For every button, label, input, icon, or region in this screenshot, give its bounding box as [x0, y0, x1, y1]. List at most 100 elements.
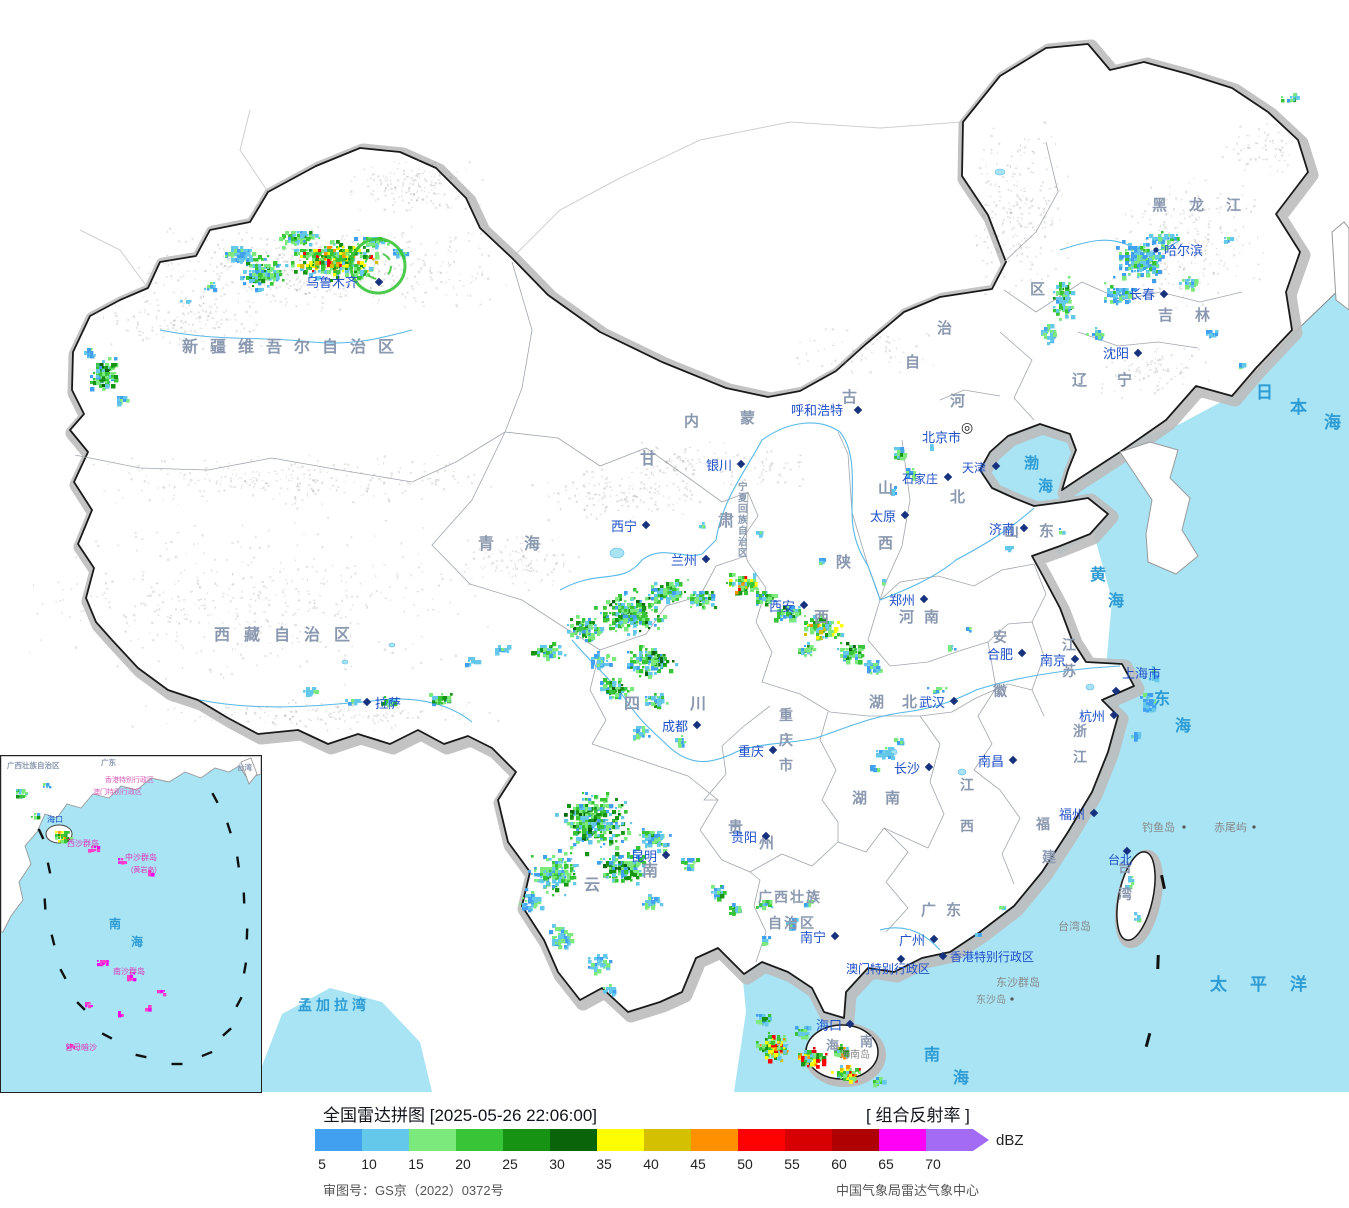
inset-echo-layer [16, 783, 167, 1050]
city-marker [701, 554, 711, 564]
foreign-borders [79, 109, 963, 289]
city-marker [641, 520, 651, 530]
city-label: 贵阳 [731, 830, 757, 845]
map-label: 浙 [1073, 723, 1087, 739]
legend-color-segment [550, 1129, 597, 1151]
map-label: 广西壮族 [758, 889, 822, 905]
legend-tick: 30 [549, 1156, 565, 1172]
unit-label: dBZ [996, 1132, 1024, 1149]
city-label: 拉萨 [375, 696, 401, 711]
map-label: 台 [1118, 859, 1132, 875]
city-label: 乌鲁木齐 [306, 275, 358, 290]
inset-label: 广西壮族自治区 [7, 760, 60, 770]
map-label: 南 [860, 1034, 873, 1049]
map-label: 河南 [899, 608, 949, 626]
boundary-dash-lines [1010, 825, 1256, 1048]
map-label: 四川 [624, 696, 756, 713]
city-label: 福州 [1059, 807, 1085, 822]
city-label: 台北 [1108, 852, 1132, 867]
city-label: 西宁 [611, 519, 637, 534]
city-label: 长春 [1129, 287, 1155, 302]
legend-tick: 10 [361, 1156, 377, 1172]
map-label: 西藏自治区 [214, 625, 364, 644]
island-dot [1182, 825, 1186, 829]
city-marker [943, 472, 953, 482]
city-marker [1089, 808, 1099, 818]
map-label: 海 [1175, 716, 1191, 735]
map-label: 安 [993, 629, 1007, 645]
map-label: 市 [779, 757, 793, 773]
map-label: 西 [878, 535, 893, 552]
city-label: 西安 [769, 599, 795, 614]
city-marker [896, 954, 906, 964]
calibration-ring [349, 237, 407, 295]
city-label: 兰州 [671, 553, 697, 568]
city-marker [374, 277, 384, 287]
city-marker [919, 594, 929, 604]
city-label: 石家庄 [902, 471, 938, 486]
city-marker [924, 762, 934, 772]
city-marker [362, 697, 372, 707]
legend-tick: 45 [690, 1156, 706, 1172]
map-label: 赤尾屿 [1214, 821, 1247, 834]
island-dot [1252, 825, 1256, 829]
city-label: 杭州 [1079, 709, 1105, 724]
city-marker [1153, 247, 1159, 253]
city-label: 澳门特别行政区 [846, 961, 930, 976]
korea-peninsula [1119, 441, 1199, 575]
approval-number: 审图号：GS京（2022）0372号 [323, 1183, 504, 1198]
map-label: 海 [1108, 591, 1124, 610]
city-label: 香港特别行政区 [950, 949, 1034, 964]
map-label: 肃 [718, 512, 734, 530]
city-marker [1008, 755, 1018, 765]
map-label: 本 [1290, 397, 1307, 417]
legend-color-segment [362, 1129, 409, 1151]
map-label: 辽宁 [1072, 371, 1162, 389]
map-label: 族 [738, 514, 748, 526]
map-label: 夏 [737, 493, 748, 504]
inset-label: 广东 [101, 757, 116, 767]
city-label: 太原 [870, 509, 896, 524]
map-label: 海南岛 [840, 1048, 870, 1061]
map-label: 黄 [1090, 565, 1106, 584]
city-label: 南昌 [978, 754, 1004, 769]
map-label: 洋 [1290, 974, 1307, 994]
inset-label: 南 [109, 916, 121, 931]
city-label: 昆明 [631, 849, 657, 864]
city-label: 成都 [662, 719, 688, 734]
map-label: 建 [1042, 849, 1056, 865]
city-label: 合肥 [987, 647, 1013, 662]
map-label: 渤 [1024, 454, 1039, 472]
lake [957, 768, 967, 776]
legend-color-segment [785, 1129, 832, 1151]
inset-dash-lines [37, 792, 249, 1066]
inset-label: 南沙群岛 [113, 966, 145, 976]
map-label: 海 [826, 1038, 839, 1053]
map-label: 海 [1038, 477, 1053, 495]
map-label: 陕 [836, 553, 851, 571]
map-label: 台湾岛 [1058, 919, 1091, 933]
map-label: 山东 [1004, 522, 1074, 540]
map-label: 钓鱼岛 [1142, 820, 1175, 834]
legend-color-segment [597, 1129, 644, 1151]
city-label: 哈尔滨 [1164, 243, 1203, 258]
city-label: 广州 [899, 933, 925, 948]
inset-label: 中沙群岛 [125, 852, 157, 862]
city-marker [1070, 654, 1080, 664]
map-label: 回 [738, 504, 748, 515]
legend-color-segment [832, 1129, 879, 1151]
city-marker [938, 951, 948, 961]
map-label: 东 [1154, 689, 1170, 708]
city-marker [1111, 686, 1121, 696]
legend-color-segment [738, 1129, 785, 1151]
radar-echo-layer [84, 93, 1300, 1088]
map-label: 重 [779, 707, 793, 723]
lake [609, 547, 625, 559]
inset-label: 西沙群岛 [67, 838, 99, 848]
lake [388, 642, 396, 648]
map-label: 自 [738, 525, 748, 537]
product-label: [ 组合反射率 ] [866, 1106, 970, 1125]
